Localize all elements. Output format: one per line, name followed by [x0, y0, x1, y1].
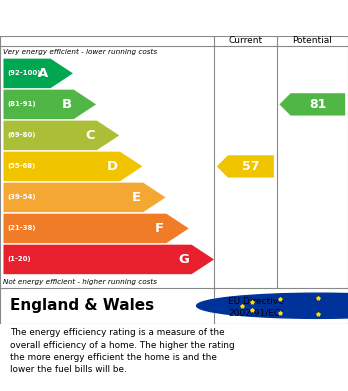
Text: EU Directive: EU Directive — [228, 297, 284, 306]
Text: (92-100): (92-100) — [8, 70, 41, 76]
Text: 2002/91/EC: 2002/91/EC — [228, 308, 280, 317]
Text: (21-38): (21-38) — [8, 226, 36, 231]
Text: The energy efficiency rating is a measure of the
overall efficiency of a home. T: The energy efficiency rating is a measur… — [10, 328, 235, 374]
Polygon shape — [3, 245, 214, 274]
Text: (39-54): (39-54) — [8, 194, 36, 201]
Text: Potential: Potential — [292, 36, 332, 45]
Text: Current: Current — [228, 36, 262, 45]
Text: England & Wales: England & Wales — [10, 298, 155, 313]
Polygon shape — [3, 121, 119, 150]
Text: (69-80): (69-80) — [8, 133, 36, 138]
Polygon shape — [217, 155, 274, 178]
Text: 57: 57 — [242, 160, 260, 173]
Text: (55-68): (55-68) — [8, 163, 36, 169]
Text: Not energy efficient - higher running costs: Not energy efficient - higher running co… — [3, 279, 158, 285]
Text: D: D — [107, 160, 118, 173]
Text: F: F — [155, 222, 164, 235]
Polygon shape — [3, 152, 142, 181]
Polygon shape — [3, 183, 166, 212]
Text: A: A — [38, 67, 48, 80]
Text: C: C — [85, 129, 95, 142]
Text: 81: 81 — [309, 98, 326, 111]
Circle shape — [197, 293, 348, 318]
Polygon shape — [279, 93, 345, 116]
Polygon shape — [3, 213, 189, 243]
Text: G: G — [179, 253, 190, 266]
Text: Energy Efficiency Rating: Energy Efficiency Rating — [9, 11, 211, 26]
Text: (1-20): (1-20) — [8, 256, 31, 262]
Polygon shape — [3, 90, 96, 119]
Polygon shape — [3, 59, 73, 88]
Text: E: E — [132, 191, 141, 204]
Text: (81-91): (81-91) — [8, 101, 36, 108]
Text: B: B — [62, 98, 72, 111]
Text: Very energy efficient - lower running costs: Very energy efficient - lower running co… — [3, 49, 158, 55]
